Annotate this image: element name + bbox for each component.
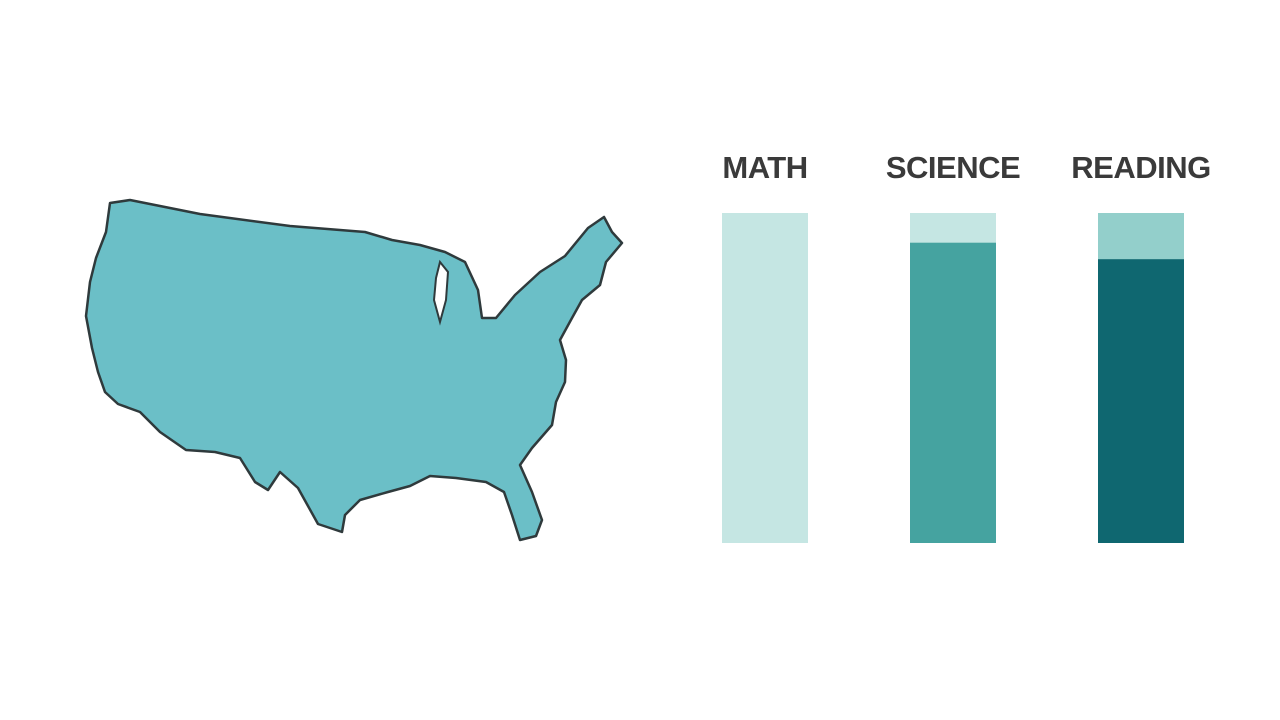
bar bbox=[1098, 259, 1184, 543]
bar bbox=[722, 213, 808, 543]
bar-label: READING bbox=[1071, 150, 1210, 185]
lake-michigan bbox=[432, 259, 450, 326]
bar bbox=[910, 242, 996, 543]
bar-label: SCIENCE bbox=[886, 150, 1020, 185]
us-map bbox=[84, 198, 624, 542]
bar-label: MATH bbox=[722, 150, 807, 185]
